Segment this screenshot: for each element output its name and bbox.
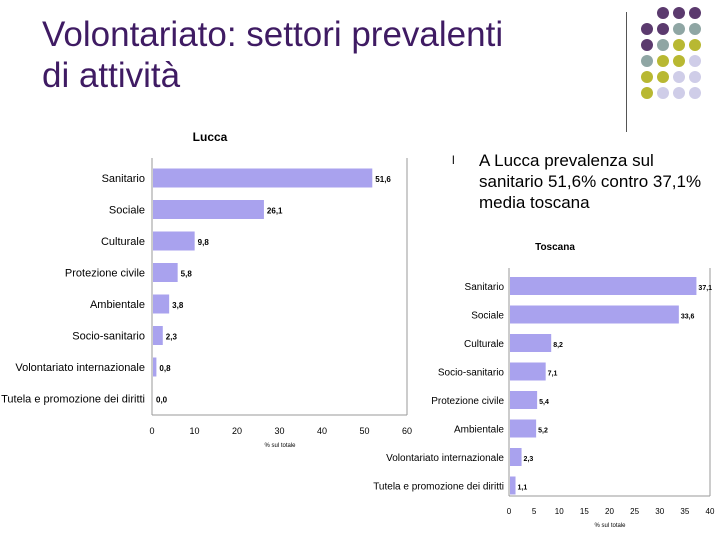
category-label: Sociale — [471, 311, 504, 322]
x-tick-label: 15 — [580, 507, 589, 516]
bar — [153, 168, 373, 188]
decor-dot — [689, 71, 701, 83]
decor-dot — [689, 39, 701, 51]
x-tick-label: 20 — [232, 426, 242, 436]
decor-dot — [689, 87, 701, 99]
chart-title: Toscana — [535, 242, 575, 253]
bar-value-label: 51,6 — [375, 175, 391, 184]
category-label: Volontariato internazionale — [386, 453, 504, 464]
decor-dot — [657, 39, 669, 51]
bar — [510, 362, 546, 381]
bar-value-label: 0,8 — [159, 364, 171, 373]
bar — [510, 448, 522, 466]
chart-title: Lucca — [193, 130, 228, 144]
bar-value-label: 5,8 — [181, 270, 193, 279]
bar — [153, 263, 178, 282]
decorative-dot-grid — [641, 7, 701, 99]
decor-dot — [673, 55, 685, 67]
bar-value-label: 3,8 — [172, 301, 184, 310]
bar-value-label: 8,2 — [553, 342, 563, 349]
category-label: Protezione civile — [431, 396, 504, 407]
slide-title: Volontariato: settori prevalenti di atti… — [42, 14, 622, 96]
x-tick-label: 40 — [317, 426, 327, 436]
category-label: Sociale — [109, 205, 145, 217]
decor-dot — [641, 71, 653, 83]
x-axis-label: % sul totale — [264, 443, 296, 449]
x-tick-label: 20 — [605, 507, 614, 516]
bar — [510, 305, 679, 324]
bar-value-label: 1,1 — [518, 485, 528, 492]
slide-title-line-2: di attività — [42, 56, 181, 95]
decor-dot — [641, 87, 653, 99]
decor-dot — [689, 55, 701, 67]
decor-dot — [689, 7, 701, 19]
bar — [153, 231, 195, 251]
x-tick-label: 10 — [189, 426, 199, 436]
decor-dot — [673, 7, 685, 19]
bar-value-label: 26,1 — [267, 207, 283, 216]
x-tick-label: 10 — [555, 507, 564, 516]
category-label: Ambientale — [454, 425, 504, 436]
category-label: Tutela e promozione dei diritti — [1, 394, 145, 406]
decor-dot — [657, 23, 669, 35]
decor-dot — [673, 39, 685, 51]
x-tick-label: 30 — [655, 507, 664, 516]
bar — [153, 326, 163, 345]
decor-dot — [657, 71, 669, 83]
category-label: Sanitario — [465, 282, 505, 293]
bar — [510, 334, 552, 352]
x-tick-label: 50 — [359, 426, 369, 436]
x-tick-label: 25 — [630, 507, 639, 516]
bar-value-label: 9,8 — [198, 238, 210, 247]
decor-dot — [657, 55, 669, 67]
bar-value-label: 2,3 — [166, 333, 178, 342]
decor-dot — [657, 87, 669, 99]
decor-dot — [673, 23, 685, 35]
bar — [153, 294, 170, 314]
chart-toscana: Toscana 0 5 10 15 20 25 30 35 40 % sul totale Sanit… — [373, 242, 715, 529]
x-tick-label: 5 — [532, 507, 537, 516]
decor-dot — [641, 23, 653, 35]
x-tick-label: 60 — [402, 426, 412, 436]
bar-value-label: 5,2 — [538, 428, 548, 435]
title-divider-line — [626, 12, 627, 132]
x-tick-label: 0 — [149, 426, 154, 436]
bullet-marker-icon: l — [452, 153, 455, 167]
bar-value-label: 0,0 — [156, 396, 168, 405]
decor-dot — [689, 23, 701, 35]
x-tick-label: 35 — [680, 507, 689, 516]
x-axis-label: % sul totale — [594, 523, 626, 529]
category-label: Culturale — [464, 339, 504, 350]
bar — [510, 391, 538, 409]
bar — [153, 357, 157, 377]
bar-value-label: 33,6 — [681, 314, 695, 321]
category-label: Culturale — [101, 236, 145, 248]
bar-value-label: 37,1 — [698, 285, 712, 292]
decor-dot — [673, 71, 685, 83]
decor-dot — [673, 87, 685, 99]
bullet-text: A Lucca prevalenza sul sanitario 51,6% c… — [479, 151, 702, 212]
category-label: Tutela e promozione dei diritti — [373, 482, 504, 493]
x-tick-label: 40 — [706, 507, 715, 516]
category-label: Sanitario — [102, 173, 145, 185]
x-tick-label: 0 — [507, 507, 512, 516]
x-tick-label: 30 — [274, 426, 284, 436]
bar-value-label: 5,4 — [539, 399, 549, 406]
bar-value-label: 7,1 — [548, 371, 558, 378]
bar — [510, 419, 537, 438]
decor-dot — [641, 39, 653, 51]
category-label: Ambientale — [90, 299, 145, 311]
decor-dot — [657, 7, 669, 19]
bar-value-label: 2,3 — [524, 456, 534, 463]
category-label: Volontariato internazionale — [15, 362, 145, 374]
bar — [510, 476, 516, 495]
bar — [510, 277, 697, 295]
category-label: Socio-sanitario — [72, 331, 145, 343]
decor-dot — [641, 55, 653, 67]
category-label: Protezione civile — [65, 268, 145, 280]
bar — [153, 200, 264, 219]
slide-title-line-1: Volontariato: settori prevalenti — [42, 15, 504, 54]
category-label: Socio-sanitario — [438, 368, 505, 379]
chart-lucca: Lucca 0 10 20 30 40 50 60 % sul totale Sanitario 5… — [1, 130, 412, 449]
